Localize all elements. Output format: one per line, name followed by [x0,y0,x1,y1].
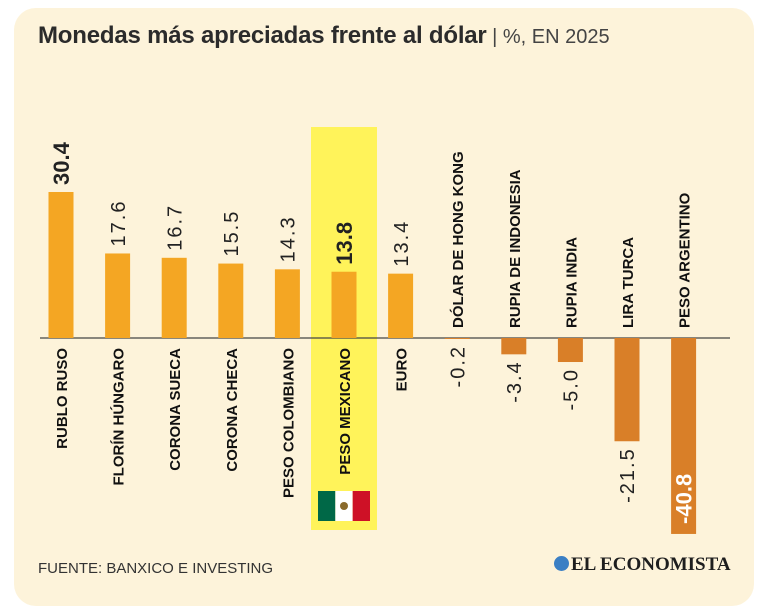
value-label-peso-mexicano: 13.8 [332,222,357,265]
bar-florin-hungaro [105,253,131,338]
value-label-rupia-india: -5.0 [561,368,583,410]
category-label-peso-mexicano: PESO MEXICANO [337,348,354,475]
value-label-rupia-de-indonesia: -3.4 [504,360,526,402]
bar-chart: 30.4 RUBLO RUSO 17.6 FLORÍN HÚNGARO 16.7 CORO… [40,127,730,534]
category-label-rupia-india: RUPIA INDIA [563,237,580,328]
category-label-peso-argentino: PESO ARGENTINO [677,192,694,328]
category-label-euro: EURO [394,348,411,392]
bar-corona-checa [218,263,244,338]
category-label-peso-colombiano: PESO COLOMBIANO [280,348,297,498]
mexico-flag-icon [318,491,370,521]
flag-emblem [340,502,348,510]
brand-logo: EL ECONOMISTA [554,554,731,576]
bar-rupia-de-indonesia [501,338,527,355]
bar-peso-mexicano [331,271,357,338]
bar-rupia-india [557,338,583,363]
source-note: FUENTE: BANXICO E INVESTING [38,560,274,577]
category-label-dolar-de-hong-kong: DÓLAR DE HONG KONG [449,151,467,328]
bar-euro [388,273,414,338]
value-label-dolar-de-hong-kong: -0.2 [447,345,469,387]
category-label-corona-checa: CORONA CHECA [224,348,241,472]
bar-corona-sueca [161,257,187,338]
value-label-corona-checa: 15.5 [221,210,243,257]
bar-rublo-ruso [48,192,74,338]
bar-dolar-de-hong-kong [444,338,470,339]
value-label-euro: 13.4 [391,220,413,267]
bar-peso-colombiano [274,269,300,338]
flag-stripe-green [318,491,336,521]
title-row: Monedas más apreciadas frente al dólar |… [38,22,610,50]
category-label-corona-sueca: CORONA SUECA [167,348,184,471]
chart-title: Monedas más apreciadas frente al dólar [38,22,487,49]
category-label-lira-turca: LIRA TURCA [620,237,637,328]
value-label-florin-hungaro: 17.6 [108,200,130,247]
value-label-lira-turca: -21.5 [617,447,639,503]
value-label-corona-sueca: 16.7 [164,204,186,251]
value-label-rublo-ruso: 30.4 [49,141,74,185]
bar-lira-turca [614,338,640,442]
chart-card: Monedas más apreciadas frente al dólar |… [14,8,754,606]
logo-icon [554,556,569,571]
value-label-peso-colombiano: 14.3 [278,215,300,262]
bar-peso-argentino [671,338,697,534]
category-label-rublo-ruso: RUBLO RUSO [54,348,71,449]
chart-subtitle: | %, EN 2025 [486,26,610,48]
flag-stripe-red [352,491,370,521]
logo-text: EL ECONOMISTA [571,554,731,575]
value-label-peso-argentino: -40.8 [672,474,697,524]
category-label-florin-hungaro: FLORÍN HÚNGARO [110,348,128,486]
category-label-rupia-de-indonesia: RUPIA DE INDONESIA [507,169,524,328]
